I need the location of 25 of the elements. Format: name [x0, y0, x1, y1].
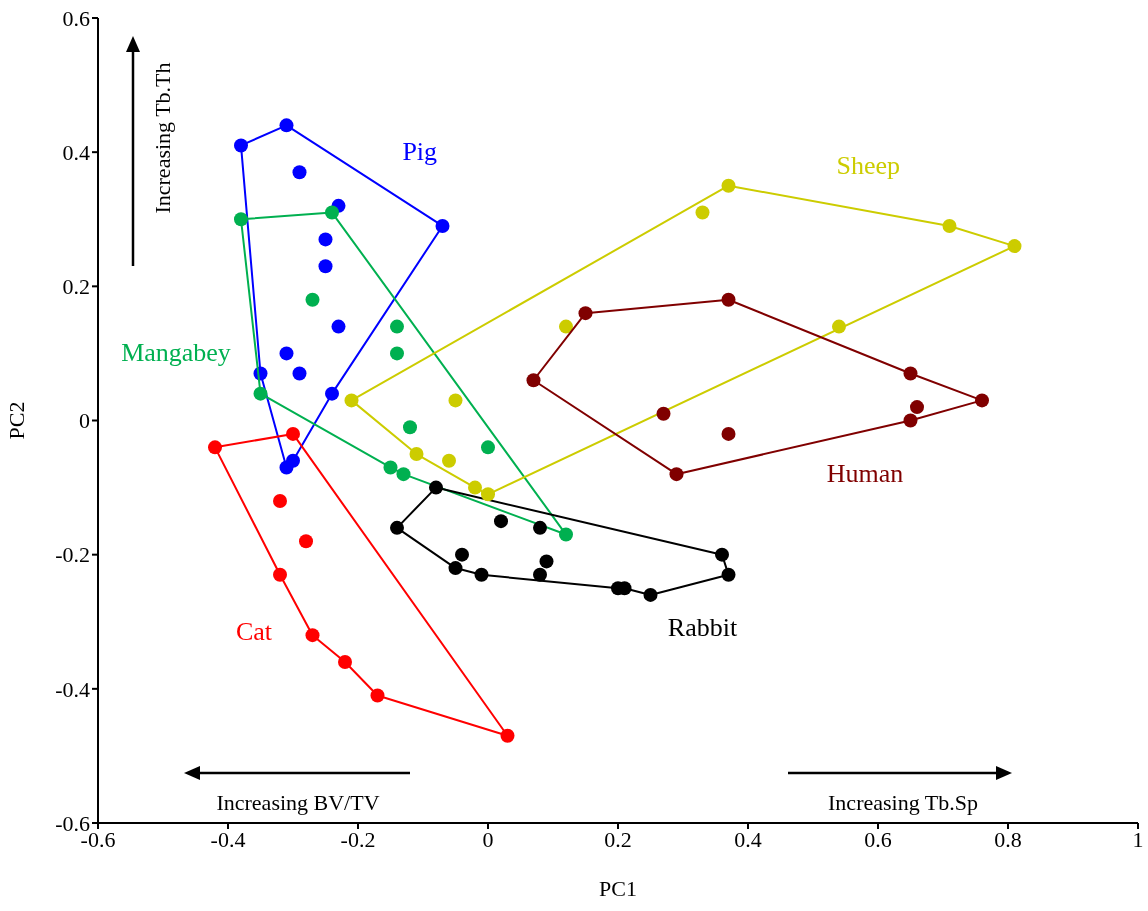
y-axis-title: PC2	[3, 401, 29, 440]
x-tick-label: 1	[1132, 826, 1144, 852]
text: Sheep	[836, 150, 901, 181]
series-label: Rabbit	[667, 613, 738, 644]
series-label: Mangabey	[121, 338, 231, 369]
text: Pig	[402, 137, 438, 168]
annotation: Increasing Tb.Sp	[828, 790, 978, 816]
series-label: Human	[826, 459, 904, 490]
x-tick-label: -0.2	[340, 826, 376, 852]
x-tick-label: 0.6	[864, 826, 892, 852]
x-tick-label: -0.4	[210, 826, 246, 852]
y-tick-label: 0.6	[62, 5, 90, 31]
x-axis-title: PC1	[599, 876, 637, 901]
y-tick-label: 0	[79, 408, 90, 434]
annotation: Increasing BV/TV	[216, 790, 380, 816]
annotation: Increasing Tb.Th	[150, 62, 176, 214]
y-tick-label: -0.4	[55, 676, 90, 702]
y-tick-label: 0.4	[62, 139, 90, 165]
y-tick-label: 0.2	[62, 274, 90, 300]
x-tick-label: 0.8	[994, 826, 1022, 852]
x-tick-label: 0	[482, 826, 494, 852]
x-tick-label: 0.4	[734, 826, 762, 852]
x-tick-label: 0.2	[604, 826, 632, 852]
y-tick-label: -0.2	[55, 542, 90, 568]
series-label: Cat	[235, 616, 273, 647]
